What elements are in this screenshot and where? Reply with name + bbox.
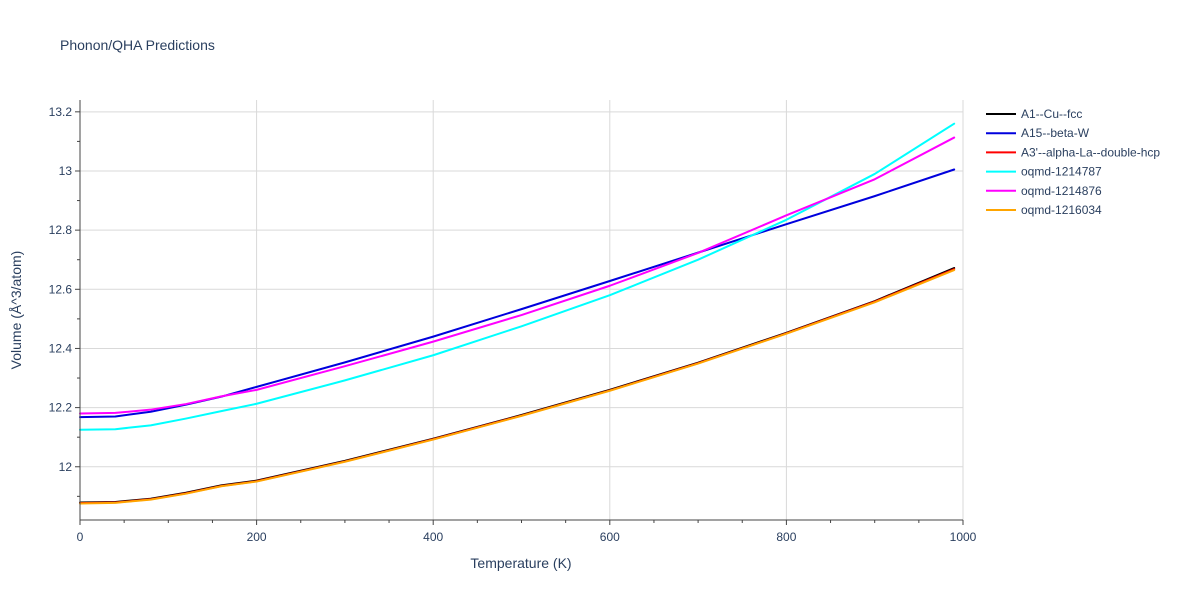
legend-label: oqmd-1214876	[1021, 184, 1102, 198]
x-tick-label: 400	[423, 530, 443, 544]
x-tick-label: 1000	[950, 530, 977, 544]
y-tick-label: 12.2	[49, 401, 73, 415]
x-axis-title: Temperature (K)	[470, 555, 571, 571]
legend-label: oqmd-1216034	[1021, 203, 1102, 217]
legend-item[interactable]: A1--Cu--fcc	[986, 107, 1082, 121]
series-line-oqmd-1216034	[79, 269, 956, 505]
x-tick-label: 200	[247, 530, 267, 544]
y-tick-label: 13.2	[49, 105, 73, 119]
y-axis-title: Volume (Å^3/atom)	[8, 251, 24, 370]
legend-item[interactable]: oqmd-1214787	[986, 165, 1102, 179]
series-line-oqmd-1214787	[79, 122, 956, 431]
legend-label: A3'--alpha-La--double-hcp	[1021, 145, 1160, 159]
x-tick-label: 0	[77, 530, 84, 544]
x-tick-label: 600	[600, 530, 620, 544]
legend-item[interactable]: A15--beta-W	[986, 126, 1090, 140]
axes	[75, 100, 964, 525]
series-line-a3-alpha-la-double-hcp	[79, 268, 956, 505]
grid-lines	[80, 100, 964, 520]
series-line-oqmd-1214876	[79, 136, 956, 415]
legend-label: oqmd-1214787	[1021, 165, 1102, 179]
y-tick-label: 12.8	[49, 223, 73, 237]
y-tick-label: 12.4	[49, 341, 73, 355]
x-tick-label: 800	[776, 530, 796, 544]
tick-labels: 12 12.2 12.4 12.6 12.8 13 13.2 0 200 400 600 800 100…	[49, 105, 977, 544]
y-tick-label: 13	[59, 164, 73, 178]
chart-title: Phonon/QHA Predictions	[60, 37, 215, 53]
legend-item[interactable]: oqmd-1216034	[986, 203, 1102, 217]
legend[interactable]: A1--Cu--fcc A15--beta-W A3'--alpha-La--dou…	[986, 107, 1160, 217]
legend-item[interactable]: oqmd-1214876	[986, 184, 1102, 198]
y-tick-label: 12.6	[49, 282, 73, 296]
legend-item[interactable]: A3'--alpha-La--double-hcp	[986, 145, 1160, 159]
legend-label: A15--beta-W	[1021, 126, 1090, 140]
legend-label: A1--Cu--fcc	[1021, 107, 1082, 121]
series-lines	[79, 122, 956, 505]
series-line-a15-beta-w	[79, 168, 956, 419]
y-tick-label: 12	[59, 460, 73, 474]
series-line-a1-cu-fcc	[79, 267, 956, 504]
